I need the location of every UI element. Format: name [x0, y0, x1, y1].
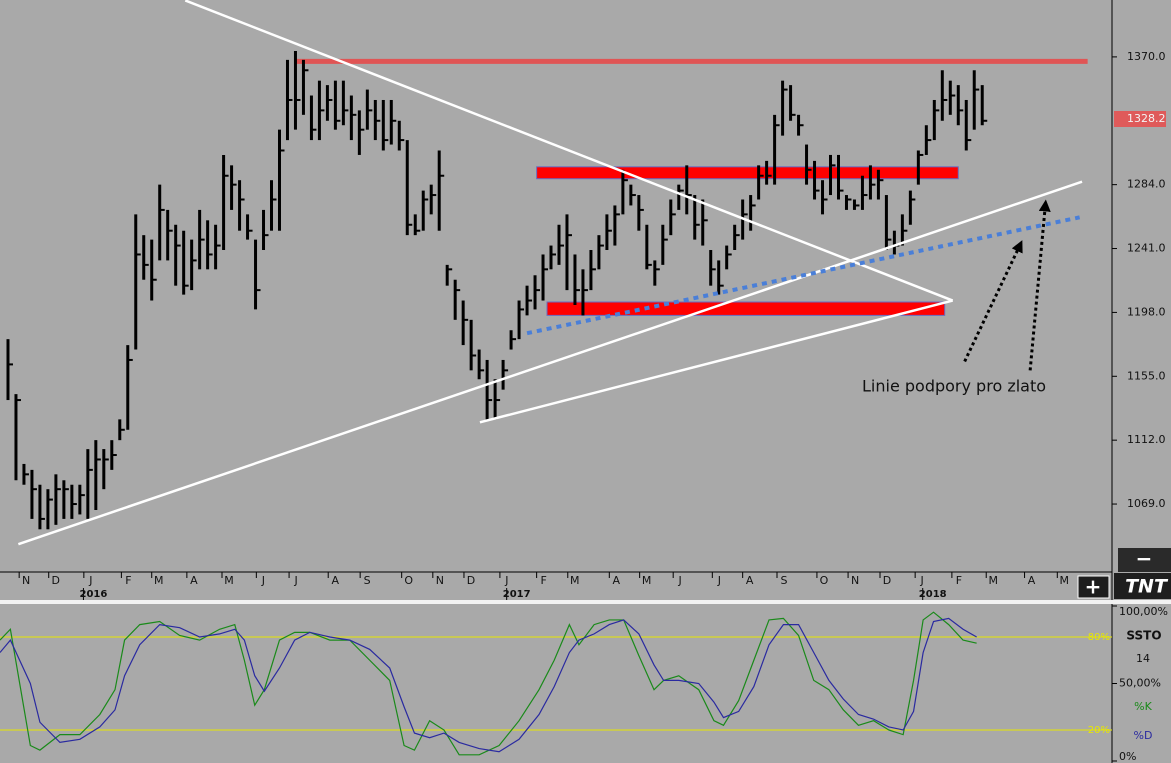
- osc-line: [0, 611, 977, 756]
- indicator-period: 14: [1136, 652, 1150, 665]
- osc-panel: 100,00% 50,00% 0% 80% 20% %K %D SSTO 14: [0, 605, 1168, 763]
- y-tick-label: 1370.0: [1127, 50, 1166, 63]
- x-tick-label: J: [717, 574, 721, 587]
- x-tick-label: F: [540, 574, 546, 587]
- zoom-in-button[interactable]: [1077, 575, 1110, 599]
- x-tick-label: M: [642, 574, 652, 587]
- last-price-label: 1328.2: [1127, 112, 1166, 125]
- x-tick-label: N: [851, 574, 859, 587]
- x-tick-label: J: [88, 574, 92, 587]
- last-price-box: [1114, 110, 1166, 127]
- y-tick-label: 1284.0: [1127, 178, 1166, 191]
- x-tick-label: M: [570, 574, 580, 587]
- y-tick-label: 0%: [1119, 750, 1136, 763]
- x-tick-label: M: [154, 574, 164, 587]
- zoom-out-button[interactable]: [1118, 548, 1171, 572]
- x-tick-label: A: [190, 574, 198, 587]
- level-label: 80%: [1088, 632, 1110, 643]
- x-tick-label: A: [331, 574, 339, 587]
- x-tick-label: O: [404, 574, 413, 587]
- x-tick-label: F: [956, 574, 962, 587]
- osc-line: [0, 617, 977, 753]
- indicator-name: SSTO: [1126, 629, 1161, 643]
- y-tick-label: 1069.0: [1127, 497, 1166, 510]
- y-tick-label: 1155.0: [1127, 369, 1166, 382]
- y-tick-label: 100,00%: [1119, 605, 1168, 618]
- trendline: [184, 0, 954, 302]
- zoom-out-label[interactable]: −: [1136, 547, 1153, 571]
- x-tick-label: S: [364, 574, 371, 587]
- level-label: 20%: [1088, 725, 1110, 736]
- x-tick-label: O: [820, 574, 829, 587]
- x-tick-label: J: [678, 574, 682, 587]
- x-tick-label: N: [22, 574, 30, 587]
- x-tick-label: M: [1060, 574, 1070, 587]
- x-tick-label: D: [467, 574, 475, 587]
- x-tick-label: F: [125, 574, 131, 587]
- x-tick-label: J: [293, 574, 297, 587]
- price-panel: 1370.0 1284.0 1241.0 1198.0 1155.0 1112.0 1069…: [6, 0, 1166, 600]
- x-tick-label: A: [746, 574, 754, 587]
- x-tick-label: J: [504, 574, 508, 587]
- year-label: 2018: [919, 589, 947, 600]
- controls: − + TNT: [1077, 547, 1171, 599]
- support-zone: [536, 166, 959, 180]
- support-zone: [546, 301, 946, 316]
- trendline: [526, 215, 1081, 336]
- y-tick-label: 1198.0: [1127, 305, 1166, 318]
- year-label: 2017: [503, 589, 531, 600]
- legend-entry: %K: [1134, 700, 1152, 713]
- x-tick-label: J: [920, 574, 924, 587]
- annotation: Linie podpory pro zlato: [862, 377, 1046, 396]
- legend-entry: %D: [1134, 729, 1153, 742]
- x-tick-label: A: [613, 574, 621, 587]
- panel-separator: [0, 600, 1171, 604]
- y-tick-label: 50,00%: [1119, 677, 1161, 690]
- x-tick-label: D: [51, 574, 59, 587]
- trendline: [479, 299, 953, 424]
- logo-box: [1114, 573, 1171, 599]
- y-tick-label: 1112.0: [1127, 433, 1166, 446]
- zoom-in-label[interactable]: +: [1085, 575, 1102, 599]
- y-tick-label: 1241.0: [1127, 242, 1166, 255]
- x-tick-label: M: [988, 574, 998, 587]
- trendline: [17, 180, 1083, 546]
- x-tick-label: N: [436, 574, 444, 587]
- logo: TNT: [1125, 576, 1169, 598]
- x-tick-label: M: [224, 574, 234, 587]
- x-tick-label: J: [261, 574, 265, 587]
- x-tick-label: A: [1028, 574, 1036, 587]
- x-tick-label: D: [883, 574, 891, 587]
- year-label: 2016: [80, 589, 108, 600]
- x-tick-label: S: [781, 574, 788, 587]
